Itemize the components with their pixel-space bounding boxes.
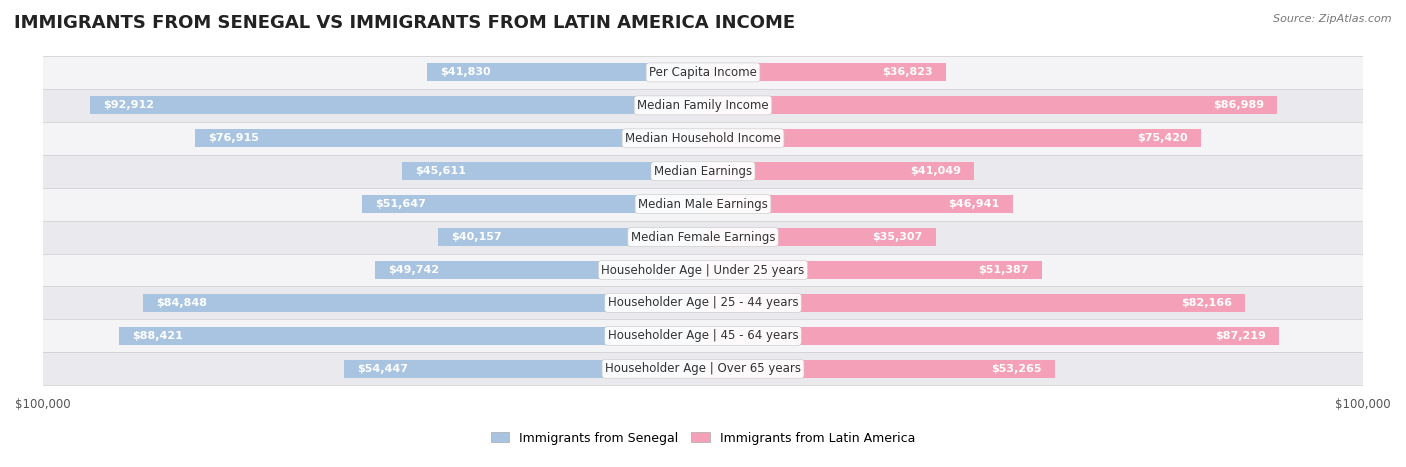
Text: Source: ZipAtlas.com: Source: ZipAtlas.com [1274,14,1392,24]
Text: $53,265: $53,265 [991,364,1042,374]
Text: $87,219: $87,219 [1215,331,1265,341]
Bar [42,319,1364,353]
Bar [703,228,936,246]
Text: $49,742: $49,742 [388,265,439,275]
Text: Per Capita Income: Per Capita Income [650,66,756,79]
Bar [703,96,1277,114]
Text: $54,447: $54,447 [357,364,408,374]
Text: $46,941: $46,941 [949,199,1000,209]
Text: Median Family Income: Median Family Income [637,99,769,112]
Bar [703,327,1279,345]
Text: Householder Age | Under 25 years: Householder Age | Under 25 years [602,263,804,276]
Text: IMMIGRANTS FROM SENEGAL VS IMMIGRANTS FROM LATIN AMERICA INCOME: IMMIGRANTS FROM SENEGAL VS IMMIGRANTS FR… [14,14,796,32]
Text: $82,166: $82,166 [1181,298,1232,308]
Bar [42,286,1364,319]
Bar [42,353,1364,385]
Bar [42,220,1364,254]
Text: $86,989: $86,989 [1213,100,1264,110]
Legend: Immigrants from Senegal, Immigrants from Latin America: Immigrants from Senegal, Immigrants from… [485,426,921,450]
Text: $84,848: $84,848 [156,298,207,308]
Text: $76,915: $76,915 [208,133,259,143]
Bar [42,122,1364,155]
Text: $45,611: $45,611 [415,166,465,176]
Bar [343,360,703,378]
Bar [427,64,703,81]
Bar [703,129,1201,147]
Text: $40,157: $40,157 [451,232,502,242]
Text: $88,421: $88,421 [132,331,183,341]
Text: $51,647: $51,647 [375,199,426,209]
Bar [42,188,1364,220]
Bar [703,195,1012,213]
Bar [42,155,1364,188]
Bar [703,360,1054,378]
Bar [120,327,703,345]
Bar [143,294,703,312]
Bar [42,254,1364,286]
Bar [703,261,1042,279]
Text: $75,420: $75,420 [1137,133,1188,143]
Text: $41,049: $41,049 [910,166,960,176]
Bar [42,89,1364,122]
Bar [374,261,703,279]
Text: Householder Age | 45 - 64 years: Householder Age | 45 - 64 years [607,329,799,342]
Bar [361,195,703,213]
Text: Median Female Earnings: Median Female Earnings [631,231,775,244]
Text: Median Earnings: Median Earnings [654,165,752,178]
Text: $35,307: $35,307 [873,232,922,242]
Text: $41,830: $41,830 [440,67,491,78]
Bar [90,96,703,114]
Text: $36,823: $36,823 [883,67,934,78]
Text: Median Male Earnings: Median Male Earnings [638,198,768,211]
Bar [703,64,946,81]
Bar [195,129,703,147]
Text: Median Household Income: Median Household Income [626,132,780,145]
Bar [703,162,974,180]
Bar [402,162,703,180]
Text: Householder Age | Over 65 years: Householder Age | Over 65 years [605,362,801,375]
Bar [437,228,703,246]
Text: Householder Age | 25 - 44 years: Householder Age | 25 - 44 years [607,297,799,310]
Bar [703,294,1246,312]
Text: $51,387: $51,387 [979,265,1029,275]
Text: $92,912: $92,912 [103,100,153,110]
Bar [42,56,1364,89]
